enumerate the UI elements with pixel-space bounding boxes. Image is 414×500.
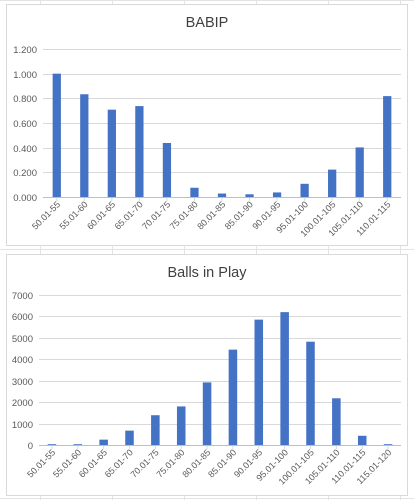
y-tick-label: 1.200 — [13, 45, 37, 56]
balls-in-play-plot: 0100020003000400050006000700050.01-5555.… — [12, 291, 401, 487]
y-tick-label: 0.400 — [13, 144, 37, 155]
bar — [190, 187, 199, 197]
bar — [254, 319, 264, 445]
bar — [328, 169, 337, 197]
y-tick-label: 4000 — [12, 355, 33, 366]
bar — [383, 96, 392, 197]
bar — [306, 341, 315, 445]
x-tick-label: 55.01-60 — [58, 199, 90, 231]
bar — [355, 147, 364, 197]
bar — [73, 444, 83, 445]
balls-in-play-chart[interactable]: Balls in Play 0 1000 2000 3000 4000 5000 6000 7… — [6, 254, 408, 496]
bar — [280, 312, 289, 445]
bar — [47, 444, 57, 445]
x-tick-label: 85.01-90 — [223, 199, 255, 231]
bar — [135, 106, 144, 197]
x-tick-label: 60.01-65 — [85, 199, 117, 231]
y-tick-label: 5000 — [12, 334, 33, 345]
bar — [52, 73, 61, 197]
y-tick-label: 3000 — [12, 377, 33, 388]
bar — [357, 435, 367, 445]
bar — [217, 193, 227, 197]
bar — [151, 415, 160, 445]
bar — [202, 382, 212, 445]
y-tick-label: 2000 — [12, 398, 33, 409]
babip-plot: 0.000 0.200 0.400 0.600 0.800 1.000 1.200 50.01… — [13, 45, 401, 239]
y-tick-label: 6000 — [12, 312, 33, 323]
y-tick-label: 1.000 — [13, 70, 37, 81]
x-tick-label: 80.01-85 — [195, 199, 227, 231]
x-tick-label: 65.01-70 — [113, 199, 145, 231]
bar — [125, 430, 134, 445]
y-tick-label: 1000 — [12, 420, 33, 431]
bar — [332, 398, 341, 445]
chart-title: Balls in Play — [167, 265, 247, 281]
bar — [383, 444, 393, 445]
bar — [245, 194, 254, 197]
bar — [300, 183, 309, 197]
bar — [272, 192, 282, 197]
chart-title: BABIP — [185, 15, 229, 31]
y-tick-label: 0.600 — [13, 119, 37, 130]
x-tick-label: 70.01-75 — [140, 199, 172, 231]
babip-chart[interactable]: BABIP 0.000 0.200 0.400 0.600 0.800 1.000 1.20… — [6, 4, 408, 246]
x-tick-label: 75.01-80 — [168, 199, 200, 231]
bar — [107, 109, 116, 197]
bar — [80, 94, 89, 197]
y-tick-label: 0.800 — [13, 94, 37, 105]
bar — [176, 406, 186, 445]
y-tick-label: 0.200 — [13, 168, 37, 179]
y-tick-label: 0 — [28, 441, 33, 452]
x-tick-label: 50.01-55 — [30, 199, 62, 231]
y-tick-label: 7000 — [12, 291, 33, 302]
bar — [162, 142, 172, 197]
y-tick-label: 0.000 — [13, 193, 37, 204]
bar — [228, 349, 238, 445]
bar — [99, 439, 108, 445]
